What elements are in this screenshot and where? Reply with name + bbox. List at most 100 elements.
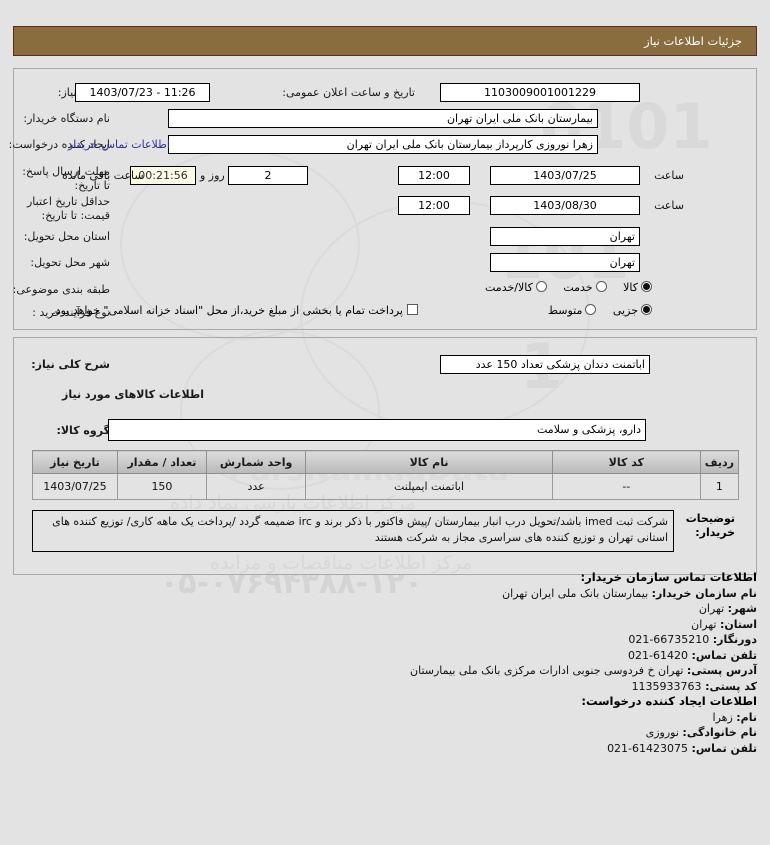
delivery-province-label: استان محل تحویل: xyxy=(23,230,110,243)
delivery-city-value: تهران xyxy=(490,253,640,272)
subject-category-label: طبقه بندی موضوعی: xyxy=(12,283,110,296)
contact-address-value: تهران خ فردوسی جنوبی ادارات مرکزی بانک م… xyxy=(410,664,684,677)
contact-fax-value: 021-66735210 xyxy=(628,633,710,646)
delivery-city-label: شهر محل تحویل: xyxy=(30,256,110,269)
requester-phone: تلفن تماس: 021-61423075 xyxy=(157,741,757,757)
purchase-process-options: جزیی متوسط xyxy=(538,304,655,317)
requester-phone-value: 021-61423075 xyxy=(607,741,689,755)
contact-city-label: شهر: xyxy=(727,602,757,615)
column-header-date: تاریخ نیاز xyxy=(32,450,118,474)
contact-city-value: تهران xyxy=(698,602,725,615)
requester-label: ایجاد کننده درخواست: xyxy=(8,138,110,151)
column-header-name: نام کالا xyxy=(305,450,553,474)
radio-label-motevaset: متوسط xyxy=(547,304,583,317)
cell-radif: 1 xyxy=(699,473,740,500)
contact-fax: دورنگار: 021-66735210 xyxy=(157,632,757,648)
requester-phone-label: تلفن تماس: xyxy=(691,741,757,755)
contact-phone-label: تلفن تماس: xyxy=(691,648,757,662)
need-info-panel xyxy=(13,68,757,330)
contact-info-section: اطلاعات تماس سازمان خریدار: نام سازمان خ… xyxy=(157,570,757,756)
radio-icon-motevaset[interactable] xyxy=(585,304,597,315)
contact-postal-label: کد پستی: xyxy=(705,679,757,693)
requester-first-name: نام: زهرا xyxy=(157,710,757,726)
radio-option-khedmat[interactable]: خدمت xyxy=(563,281,609,294)
requester-first-name-label: نام: xyxy=(736,710,757,724)
requester-value: زهرا نوروزی کارپرداز بیمارستان بانک ملی … xyxy=(168,135,598,154)
price-validity-hour: 12:00 xyxy=(398,196,470,215)
goods-info-title: اطلاعات کالاهای مورد نیاز xyxy=(62,388,204,401)
radio-option-motevaset[interactable]: متوسط xyxy=(548,304,600,317)
contact-phone-value: 021-61420 xyxy=(628,648,689,662)
delivery-province-value: تهران xyxy=(490,227,640,246)
cell-need-date: 1403/07/25 xyxy=(32,473,118,500)
buyer-contact-title: اطلاعات تماس سازمان خریدار: xyxy=(580,570,757,584)
radio-label-jozi: جزیی xyxy=(612,304,638,317)
requester-last-name-value: نوروزی xyxy=(645,726,679,739)
page-title: جزئیات اطلاعات نیاز xyxy=(13,26,757,56)
radio-icon-khedmat[interactable] xyxy=(595,281,607,292)
announce-datetime-value: 11:26 - 1403/07/23 xyxy=(75,83,210,102)
column-header-qty: تعداد / مقدار xyxy=(116,450,208,474)
purchase-process-label: نوع فرآیند خرید : xyxy=(32,306,110,319)
treasury-bond-option[interactable]: پرداخت تمام یا بخشی از مبلغ خرید،از محل … xyxy=(52,304,422,317)
requester-contact-title: اطلاعات ایجاد کننده درخواست: xyxy=(581,694,757,708)
contact-city: شهر: تهران xyxy=(157,601,757,617)
subject-category-options: کالا خدمت کالا/خدمت xyxy=(475,281,655,294)
radio-label-kala-khedmat: کالا/خدمت xyxy=(485,281,533,294)
radio-label-kala: کالا xyxy=(623,281,638,294)
requester-last-name: نام خانوادگی: نوروزی xyxy=(157,725,757,741)
requester-first-name-value: زهرا xyxy=(712,710,733,724)
days-remaining-label: روز و xyxy=(200,169,225,182)
reply-deadline-date: 1403/07/25 xyxy=(490,166,640,185)
goods-group-label: گروه کالا: xyxy=(56,424,110,437)
contact-postal: کد پستی: 1135933763 xyxy=(157,679,757,695)
radio-option-kala-khedmat[interactable]: کالا/خدمت xyxy=(485,281,550,294)
reply-deadline-label: مهلت ارسال پاسخ: تا تاریخ: xyxy=(22,165,110,192)
countdown-suffix-label: ساعت باقی مانده xyxy=(62,169,144,182)
radio-icon-kala[interactable] xyxy=(641,281,652,292)
contact-fax-label: دورنگار: xyxy=(712,633,757,646)
goods-group-value: دارو، پزشکی و سلامت xyxy=(108,419,646,441)
treasury-bond-label: پرداخت تمام یا بخشی از مبلغ خرید،از محل … xyxy=(52,304,403,317)
cell-code: -- xyxy=(551,473,701,500)
column-header-radif: ردیف xyxy=(699,450,740,474)
need-number-value: 1103009001001229 xyxy=(440,83,640,102)
column-header-code: کد کالا xyxy=(551,450,701,474)
contact-province-label: استان: xyxy=(720,617,757,631)
price-validity-label: حداقل تاریخ اعتبار قیمت: تا تاریخ: xyxy=(26,195,110,222)
page-title-text: جزئیات اطلاعات نیاز xyxy=(644,34,742,48)
contact-province-value: تهران xyxy=(691,617,717,631)
radio-option-kala[interactable]: کالا xyxy=(623,281,655,294)
countdown-timer: 00:21:56 xyxy=(130,166,196,185)
price-validity-hour-label: ساعت xyxy=(654,199,684,212)
buyer-org-value: بیمارستان بانک ملی ایران تهران xyxy=(168,109,598,128)
radio-label-khedmat: خدمت xyxy=(563,281,593,294)
contact-buyer-org: نام سازمان خریدار: بیمارستان بانک ملی ای… xyxy=(157,586,757,602)
goods-info-panel xyxy=(13,337,757,575)
contact-postal-value: 1135933763 xyxy=(631,679,702,693)
buyer-notes-label: توضیحات خریدار: xyxy=(685,512,735,539)
radio-icon-kala-khedmat[interactable] xyxy=(535,281,547,292)
days-remaining-value: 2 xyxy=(228,166,308,185)
column-header-unit: واحد شمارش xyxy=(206,450,307,474)
contact-phone: تلفن تماس: 021-61420 xyxy=(157,648,757,664)
cell-quantity: 150 xyxy=(116,473,208,500)
requester-last-name-label: نام خانوادگی: xyxy=(682,726,757,739)
reply-deadline-hour: 12:00 xyxy=(398,166,470,185)
contact-buyer-org-label: نام سازمان خریدار: xyxy=(651,586,757,600)
need-summary-label: شرح کلی نیاز: xyxy=(31,358,110,371)
radio-icon-jozi[interactable] xyxy=(641,304,652,315)
checkbox-icon-treasury[interactable] xyxy=(407,304,418,315)
contact-address-label: آدرس پستی: xyxy=(686,664,757,677)
buyer-contact-link[interactable]: اطلاعات تماس خریدار xyxy=(68,138,170,151)
table-row: 1 -- اباتمنت ایمپلنت عدد 150 1403/07/25 xyxy=(32,473,740,500)
radio-option-jozi[interactable]: جزیی xyxy=(613,304,655,317)
contact-address: آدرس پستی: تهران خ فردوسی جنوبی ادارات م… xyxy=(157,663,757,679)
need-summary-value: اباتمنت دندان پزشکی تعداد 150 عدد xyxy=(440,355,650,374)
reply-deadline-hour-label: ساعت xyxy=(654,169,684,182)
contact-buyer-org-value: بیمارستان بانک ملی ایران تهران xyxy=(502,586,649,600)
contact-province: استان: تهران xyxy=(157,617,757,633)
buyer-org-label: نام دستگاه خریدار: xyxy=(23,112,110,125)
goods-table: ردیف کد کالا نام کالا واحد شمارش تعداد /… xyxy=(32,450,740,500)
